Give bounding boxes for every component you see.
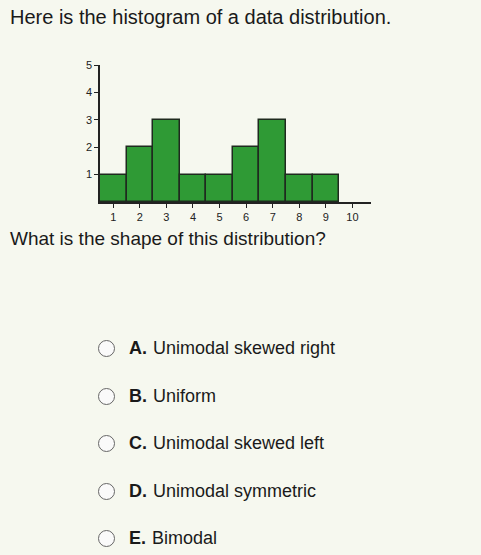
html-text:A. Unimodal skewed right: A. Unimodal skewed right (129, 338, 336, 358)
html-text:D. Unimodal symmetric: D. Unimodal symmetric (129, 480, 316, 501)
html-text:E. Bimodal: E. Bimodal (129, 528, 217, 548)
svg-text:2: 2 (86, 141, 92, 153)
svg-text:4: 4 (190, 211, 196, 223)
svg-text:6: 6 (243, 211, 249, 223)
svg-text:5: 5 (216, 211, 222, 223)
svg-text:3: 3 (163, 211, 169, 223)
html-text:B. Uniform: B. Uniform (129, 385, 216, 406)
svg-text:3: 3 (86, 114, 92, 126)
svg-text:10: 10 (346, 211, 358, 223)
html-text:C. Unimodal skewed left: C. Unimodal skewed left (129, 433, 325, 453)
svg-text:1: 1 (110, 211, 116, 223)
svg-text:2: 2 (137, 211, 143, 223)
svg-text:4: 4 (86, 86, 92, 98)
svg-text:9: 9 (323, 211, 329, 223)
html-text:Here is the histogram of a dat: Here is the histogram of a data distribu… (10, 6, 392, 28)
svg-text:5: 5 (86, 59, 92, 71)
svg-text:1: 1 (86, 168, 92, 180)
svg-text:7: 7 (270, 211, 276, 223)
svg-text:8: 8 (296, 211, 302, 223)
html-text:What is the shape of this dist: What is the shape of this distribution? (10, 228, 326, 249)
